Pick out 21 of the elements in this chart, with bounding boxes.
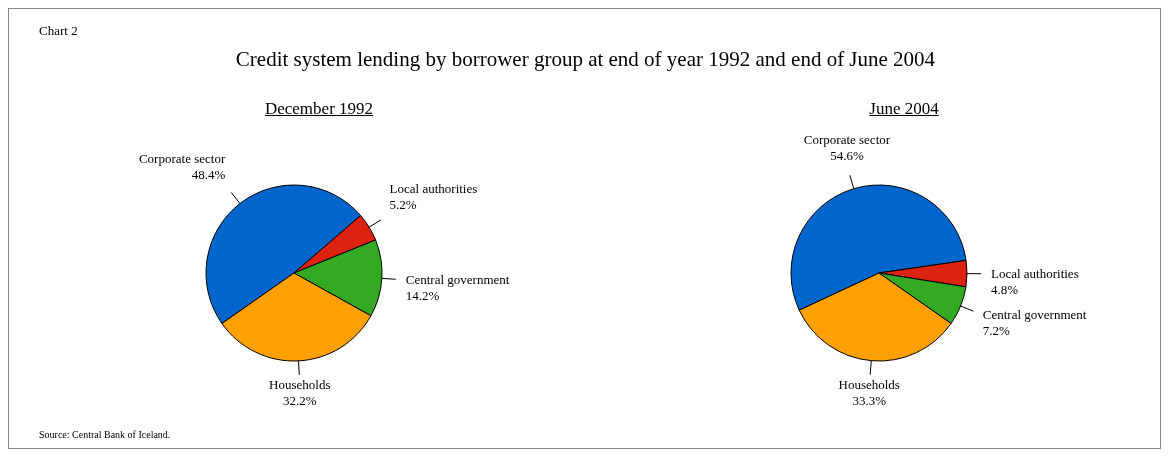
data-label: 54.6%	[830, 147, 864, 163]
data-label: 5.2%	[389, 196, 417, 212]
caption: Chart 2	[39, 23, 78, 39]
source-note: Source: Central Bank of Iceland.	[39, 429, 171, 440]
data-label: 7.2%	[982, 323, 1011, 338]
slice-label: Local authorities	[991, 265, 1079, 281]
data-label: 4.8%	[991, 281, 1019, 297]
slice-label: Households	[269, 376, 331, 392]
data-label: 33.3%	[852, 392, 887, 408]
text: Credit system lending by borrower group at end of year 1992 and end of June 2004	[234, 47, 937, 72]
slice-label: Central government	[982, 307, 1087, 322]
slice-label: Local authorities	[389, 180, 478, 196]
data-label: 32.2%	[282, 392, 317, 408]
slice-label: Households	[838, 376, 900, 392]
data-label: 14.2%	[405, 287, 440, 303]
slice-label: Corporate sector	[803, 131, 891, 147]
slice-label: Corporate sector	[138, 150, 226, 166]
data-label: 48.4%	[191, 166, 226, 182]
chart-title: December 1992	[263, 99, 375, 120]
chart-title: June 2004	[868, 99, 940, 120]
slice-label: Central government	[405, 271, 510, 287]
